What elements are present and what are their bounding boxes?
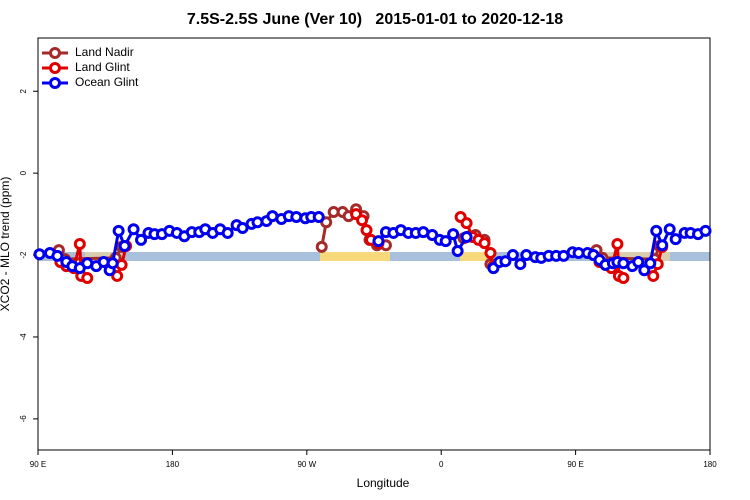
x-tick-label: 90 W — [297, 460, 316, 469]
legend-label: Land Nadir — [75, 45, 134, 59]
point — [81, 271, 94, 284]
x-tick-label: 90 E — [567, 460, 583, 469]
point — [73, 238, 86, 250]
point — [447, 228, 460, 241]
point — [115, 258, 128, 271]
point — [221, 226, 234, 239]
point — [356, 214, 369, 227]
point — [320, 216, 333, 229]
y-axis-label: XCO2 - MLO trend (ppm) — [0, 177, 12, 312]
y-tick-label: -4 — [19, 333, 28, 341]
legend-marker — [49, 47, 61, 59]
point — [111, 269, 124, 282]
point — [656, 239, 669, 252]
point — [460, 217, 473, 230]
point — [650, 224, 663, 237]
point — [372, 235, 385, 248]
point — [460, 231, 473, 244]
point — [33, 248, 46, 261]
point — [669, 233, 682, 246]
y-tick-label: -6 — [19, 415, 28, 423]
point — [638, 264, 651, 277]
point — [699, 224, 712, 237]
series — [33, 210, 712, 277]
point — [514, 258, 527, 271]
point — [451, 244, 464, 257]
legend-marker — [49, 62, 61, 74]
point — [315, 240, 328, 253]
legend-label: Ocean Glint — [75, 75, 139, 89]
band-land — [460, 252, 490, 261]
band-land — [320, 252, 390, 261]
x-tick-label: 0 — [439, 460, 444, 469]
point — [118, 240, 131, 253]
x-tick-label: 90 E — [30, 460, 46, 469]
y-tick-label: -2 — [19, 251, 28, 259]
legend-label: Land Glint — [75, 60, 130, 74]
point — [644, 257, 657, 270]
point — [499, 255, 512, 268]
point — [506, 249, 519, 262]
point — [127, 223, 140, 236]
point — [135, 233, 148, 246]
point — [51, 249, 64, 262]
point — [632, 256, 645, 269]
point — [478, 237, 491, 250]
band-mixed — [600, 252, 670, 261]
point — [647, 269, 660, 282]
chart-title: 7.5S-2.5S June (Ver 10) 2015-01-01 to 20… — [187, 11, 563, 28]
point — [439, 235, 452, 248]
x-tick-label: 180 — [166, 460, 180, 469]
point — [611, 238, 624, 250]
point — [663, 223, 676, 236]
point — [106, 257, 119, 270]
x-axis-label: Longitude — [357, 476, 410, 490]
point — [360, 224, 373, 237]
x-tick-label: 180 — [703, 460, 717, 469]
legend-marker — [49, 77, 61, 89]
point — [112, 224, 125, 237]
y-tick-label: 2 — [19, 88, 28, 93]
plot-frame — [37, 37, 711, 451]
point — [484, 247, 497, 260]
y-tick-label: 0 — [19, 170, 28, 175]
point — [312, 210, 325, 223]
point — [236, 222, 249, 235]
point — [617, 271, 630, 284]
